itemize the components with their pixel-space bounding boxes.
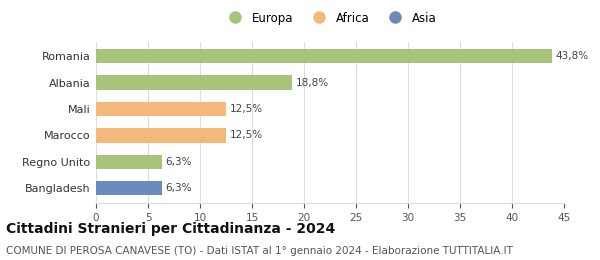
Bar <box>96 128 226 143</box>
Text: 6,3%: 6,3% <box>166 183 192 193</box>
Bar <box>96 49 551 63</box>
Text: 12,5%: 12,5% <box>230 104 263 114</box>
Text: 43,8%: 43,8% <box>556 51 589 61</box>
Text: 12,5%: 12,5% <box>230 131 263 140</box>
Bar <box>96 181 161 196</box>
Text: COMUNE DI PEROSA CANAVESE (TO) - Dati ISTAT al 1° gennaio 2024 - Elaborazione TU: COMUNE DI PEROSA CANAVESE (TO) - Dati IS… <box>6 246 513 256</box>
Legend: Europa, Africa, Asia: Europa, Africa, Asia <box>218 7 442 29</box>
Bar <box>96 102 226 116</box>
Bar <box>96 154 161 169</box>
Text: 6,3%: 6,3% <box>166 157 192 167</box>
Bar <box>96 75 292 90</box>
Text: Cittadini Stranieri per Cittadinanza - 2024: Cittadini Stranieri per Cittadinanza - 2… <box>6 222 335 236</box>
Text: 18,8%: 18,8% <box>296 77 329 88</box>
